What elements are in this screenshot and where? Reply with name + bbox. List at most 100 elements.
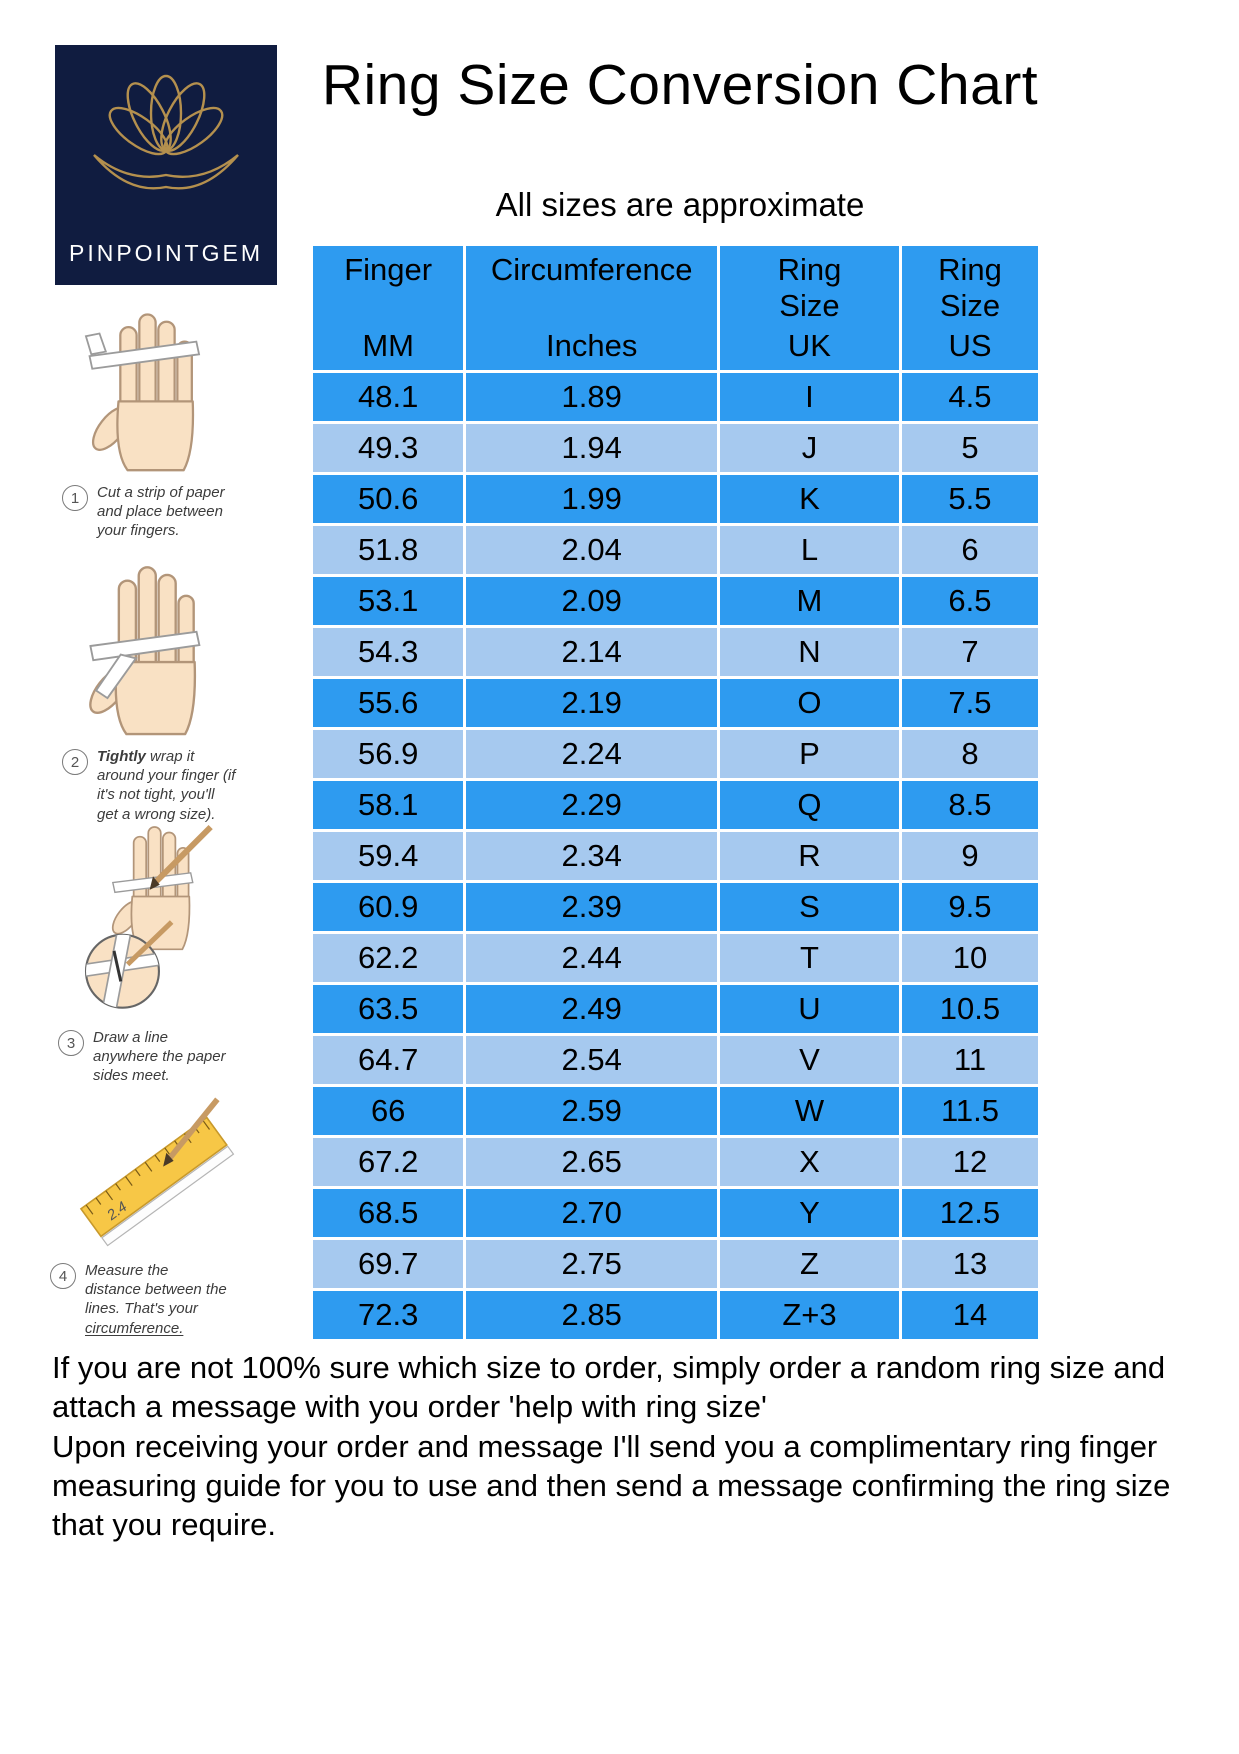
table-row: 68.5 2.70 Y 12.5	[313, 1189, 1038, 1237]
table-cell: 9	[901, 832, 1038, 880]
step-text: Cut a strip of paper and place between y…	[97, 484, 225, 540]
step-number-badge: 3	[58, 1030, 84, 1056]
table-cell: 11.5	[901, 1087, 1038, 1135]
table-row: 60.9 2.39 S 9.5	[313, 883, 1038, 931]
table-cell: 2.54	[466, 1036, 717, 1084]
ring-size-table: Finger MM Circumference Inches Ring Size…	[310, 243, 1041, 1342]
page-subtitle: All sizes are approximate	[495, 186, 865, 223]
table-row: 72.3 2.85 Z+3 14	[313, 1291, 1038, 1339]
table-cell: 66	[313, 1087, 464, 1135]
table-row: 53.1 2.09 M 6.5	[313, 577, 1038, 625]
table-row: 49.3 1.94 J 5	[313, 424, 1038, 472]
table-cell: W	[719, 1087, 899, 1135]
table-row: 48.1 1.89 I 4.5	[313, 373, 1038, 421]
table-cell: 2.59	[466, 1087, 717, 1135]
page-title: Ring Size Conversion Chart	[321, 53, 1039, 117]
table-cell: 2.04	[466, 526, 717, 574]
step-text: Measure the distance between the lines. …	[85, 1262, 227, 1337]
footer-note: If you are not 100% sure which size to o…	[52, 1348, 1202, 1545]
step-1: 1 Cut a strip of paper and place between…	[62, 300, 312, 541]
table-cell: 1.94	[466, 424, 717, 472]
table-cell: 6	[901, 526, 1038, 574]
table-cell: 8.5	[901, 781, 1038, 829]
table-cell: 48.1	[313, 373, 464, 421]
table-cell: 8	[901, 730, 1038, 778]
table-cell: 59.4	[313, 832, 464, 880]
table-cell: 2.65	[466, 1138, 717, 1186]
footer-line-1: If you are not 100% sure which size to o…	[52, 1350, 1166, 1425]
table-cell: 51.8	[313, 526, 464, 574]
table-cell: 2.19	[466, 679, 717, 727]
step-caption: 4 Measure the distance between the lines…	[50, 1261, 300, 1338]
table-cell: 2.85	[466, 1291, 717, 1339]
table-row: 51.8 2.04 L 6	[313, 526, 1038, 574]
table-cell: S	[719, 883, 899, 931]
table-cell: 14	[901, 1291, 1038, 1339]
table-cell: R	[719, 832, 899, 880]
table-cell: J	[719, 424, 899, 472]
table-cell: 1.99	[466, 475, 717, 523]
step-number-badge: 1	[62, 485, 88, 511]
table-cell: T	[719, 934, 899, 982]
table-row: 69.7 2.75 Z 13	[313, 1240, 1038, 1288]
table-cell: 60.9	[313, 883, 464, 931]
table-cell: 72.3	[313, 1291, 464, 1339]
table-cell: V	[719, 1036, 899, 1084]
table-cell: 55.6	[313, 679, 464, 727]
table-cell: 62.2	[313, 934, 464, 982]
table-header-row: Finger MM Circumference Inches Ring Size…	[313, 246, 1038, 370]
table-cell: 6.5	[901, 577, 1038, 625]
table-cell: I	[719, 373, 899, 421]
table-cell: P	[719, 730, 899, 778]
column-header-circumference-inches: Circumference Inches	[466, 246, 717, 370]
column-header-ring-size-us: Ring Size US	[901, 246, 1038, 370]
table-row: 59.4 2.34 R 9	[313, 832, 1038, 880]
table-row: 58.1 2.29 Q 8.5	[313, 781, 1038, 829]
step-caption: 1 Cut a strip of paper and place between…	[62, 483, 312, 541]
table-row: 63.5 2.49 U 10.5	[313, 985, 1038, 1033]
table-cell: 11	[901, 1036, 1038, 1084]
table-cell: 2.75	[466, 1240, 717, 1288]
table-cell: 2.70	[466, 1189, 717, 1237]
table-row: 54.3 2.14 N 7	[313, 628, 1038, 676]
column-header-finger-mm: Finger MM	[313, 246, 464, 370]
step-caption: 2 Tightly wrap it around your finger (if…	[62, 747, 312, 824]
step-text: Draw a line anywhere the paper sides mee…	[93, 1029, 226, 1085]
table-cell: 2.24	[466, 730, 717, 778]
ruler-measure-illustration: 2.4	[79, 1097, 235, 1247]
table-cell: 64.7	[313, 1036, 464, 1084]
brand-name: PINPOINTGEM	[68, 240, 263, 266]
step-number-badge: 2	[62, 749, 88, 775]
column-header-ring-size-uk: Ring Size UK	[719, 246, 899, 370]
table-cell: 5.5	[901, 475, 1038, 523]
table-row: 55.6 2.19 O 7.5	[313, 679, 1038, 727]
hand-paper-strip-illustration	[84, 313, 201, 472]
lotus-icon	[93, 74, 239, 190]
step-caption: 3 Draw a line anywhere the paper sides m…	[58, 1028, 308, 1086]
table-cell: 4.5	[901, 373, 1038, 421]
table-cell: 7	[901, 628, 1038, 676]
table-row: 56.9 2.24 P 8	[313, 730, 1038, 778]
table-cell: O	[719, 679, 899, 727]
table-cell: 12	[901, 1138, 1038, 1186]
table-row: 62.2 2.44 T 10	[313, 934, 1038, 982]
brand-logo: PINPOINTGEM	[55, 45, 277, 285]
table-cell: Z+3	[719, 1291, 899, 1339]
table-cell: 2.44	[466, 934, 717, 982]
step-number-badge: 4	[50, 1263, 76, 1289]
table-cell: 5	[901, 424, 1038, 472]
table-cell: 2.39	[466, 883, 717, 931]
table-cell: 2.49	[466, 985, 717, 1033]
footer-line-2: Upon receiving your order and message I'…	[52, 1428, 1171, 1543]
table-cell: 13	[901, 1240, 1038, 1288]
table-cell: 10.5	[901, 985, 1038, 1033]
table-cell: Y	[719, 1189, 899, 1237]
table-cell: 68.5	[313, 1189, 464, 1237]
table-cell: 12.5	[901, 1189, 1038, 1237]
step-2: 2 Tightly wrap it around your finger (if…	[62, 556, 312, 824]
table-cell: Q	[719, 781, 899, 829]
table-cell: 58.1	[313, 781, 464, 829]
step-text: Tightly wrap it around your finger (if i…	[97, 748, 236, 823]
table-cell: N	[719, 628, 899, 676]
table-row: 50.6 1.99 K 5.5	[313, 475, 1038, 523]
